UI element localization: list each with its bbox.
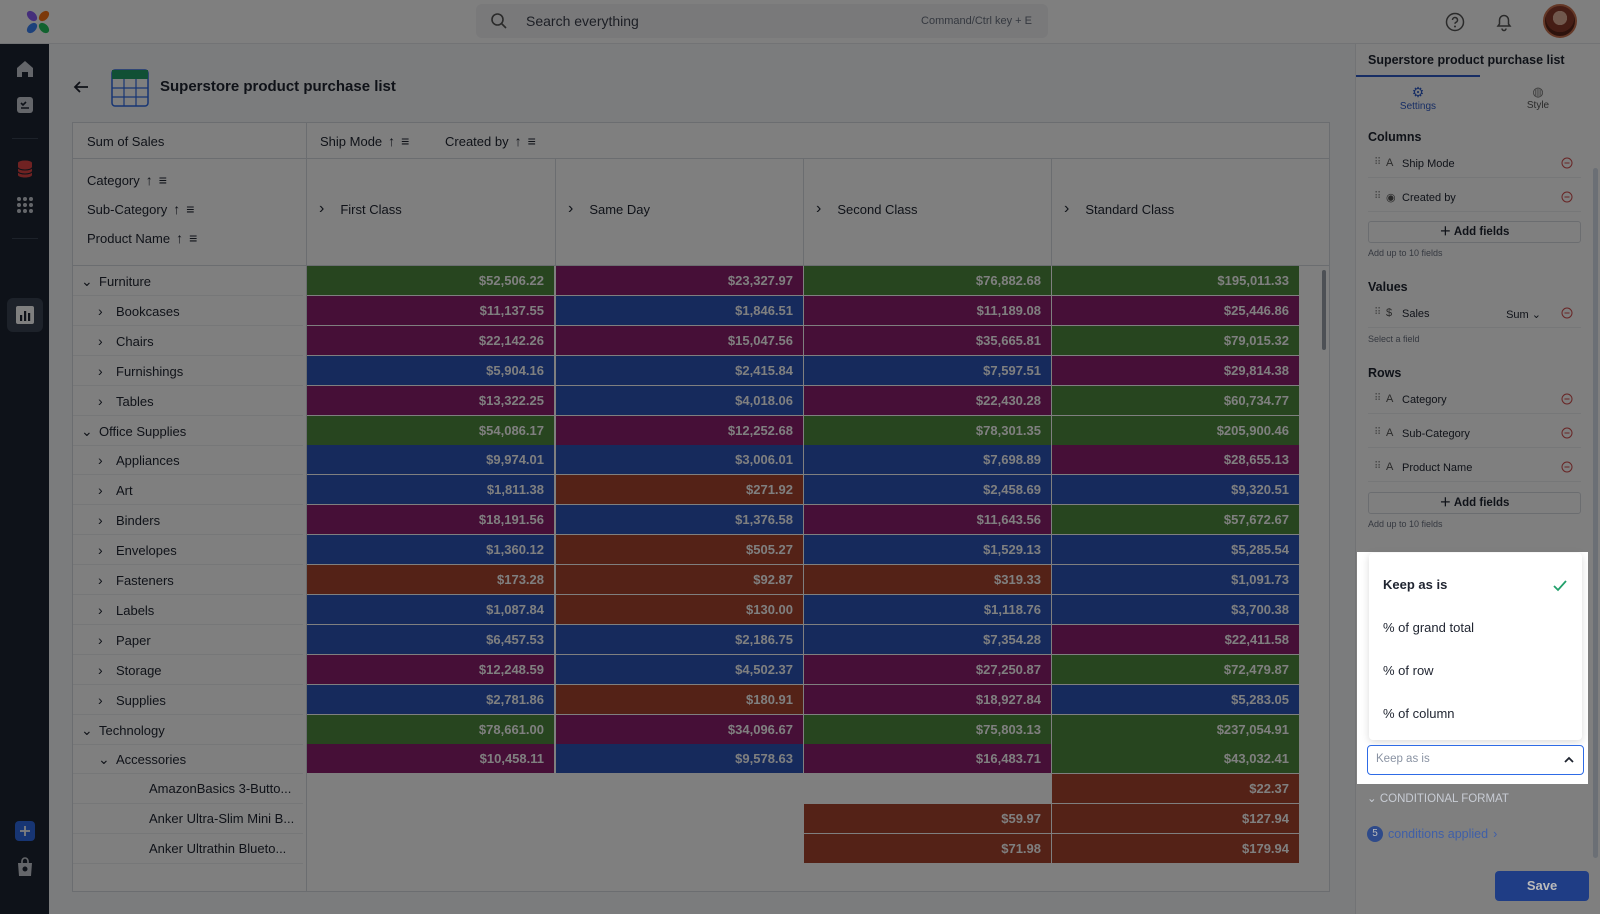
checkmark-icon xyxy=(1553,580,1567,592)
conditions-applied-link[interactable]: 5 conditions applied › xyxy=(1367,826,1497,842)
modal-backdrop[interactable] xyxy=(0,0,1355,914)
option-label: Keep as is xyxy=(1383,577,1448,592)
percentage-dropdown-menu: Keep as is % of grand total % of row % o… xyxy=(1369,553,1582,740)
panel-backdrop xyxy=(1355,552,1357,784)
panel-backdrop xyxy=(1355,0,1600,552)
conditions-label: conditions applied xyxy=(1388,827,1489,841)
save-button[interactable]: Save xyxy=(1495,871,1589,901)
dropdown-option-keep-as-is[interactable]: Keep as is xyxy=(1383,577,1447,592)
section-label: CONDITIONAL FORMAT xyxy=(1379,793,1509,805)
chevron-up-icon xyxy=(1564,756,1574,763)
show-values-as-select[interactable]: Keep as is xyxy=(1367,745,1584,775)
chevron-right-icon: › xyxy=(1493,827,1498,841)
select-value: Keep as is xyxy=(1376,753,1430,765)
dropdown-option-row[interactable]: % of row xyxy=(1383,663,1434,678)
conditions-count-badge: 5 xyxy=(1367,826,1383,842)
dropdown-option-column[interactable]: % of column xyxy=(1383,706,1455,721)
chevron-down-icon: ⌄ xyxy=(1367,793,1377,805)
panel-scrollbar[interactable] xyxy=(1593,168,1598,858)
conditional-format-toggle[interactable]: ⌄ CONDITIONAL FORMAT xyxy=(1367,791,1509,805)
dropdown-option-grand-total[interactable]: % of grand total xyxy=(1383,620,1475,635)
